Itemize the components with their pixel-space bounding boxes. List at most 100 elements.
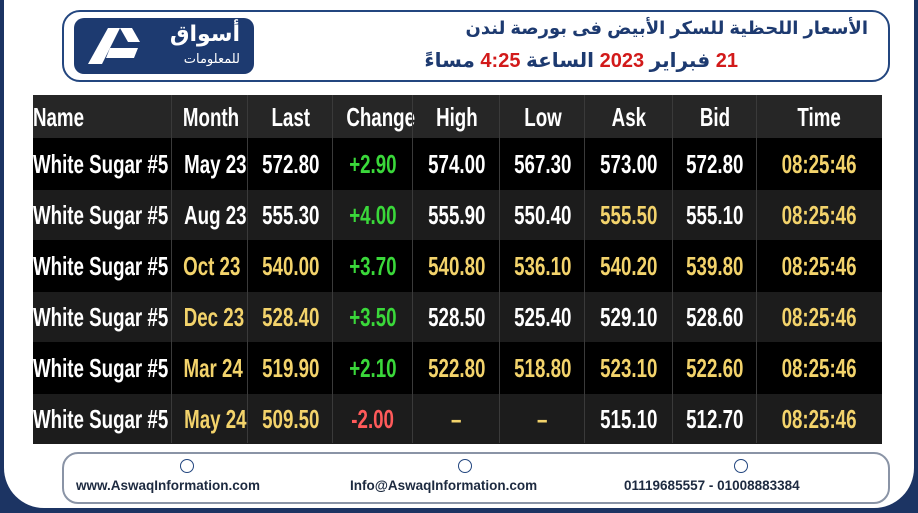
cell-text: +2.90 <box>349 149 397 179</box>
column-header: Change <box>333 92 415 142</box>
footer-box: www.AswaqInformation.com Info@AswaqInfor… <box>62 452 890 504</box>
cell-text: 515.10 <box>600 404 658 434</box>
table-cell: 522.60 <box>673 343 757 393</box>
mail-icon <box>458 459 472 473</box>
table-cell: 08:25:46 <box>757 343 882 393</box>
column-divider <box>672 95 673 443</box>
cell-text: White Sugar #5 <box>33 149 169 179</box>
table-cell: White Sugar #5 <box>33 190 172 240</box>
cell-text: Dec 23 <box>183 302 245 332</box>
table-cell: 555.30 <box>248 190 333 240</box>
logo-name: أسواق <box>169 21 240 46</box>
cell-text: – <box>537 404 548 434</box>
column-divider <box>499 95 500 443</box>
table-cell: 512.70 <box>673 394 757 444</box>
cell-text: +3.70 <box>349 251 397 281</box>
cell-text: 572.80 <box>686 149 744 179</box>
cell-text: 525.40 <box>513 302 572 332</box>
column-divider <box>171 95 172 443</box>
table-cell: 573.00 <box>585 139 673 189</box>
cell-text: 522.80 <box>427 353 486 383</box>
table-cell: 528.40 <box>248 292 333 342</box>
column-header: Ask <box>585 92 673 142</box>
table-cell: 525.40 <box>500 292 585 342</box>
column-header-text: Ask <box>611 102 647 132</box>
table-cell: – <box>500 394 585 444</box>
cell-text: 528.60 <box>686 302 744 332</box>
table-cell: Oct 23 <box>172 241 248 291</box>
logo: أسواق للمعلومات <box>74 18 254 74</box>
date-part: مساءً <box>424 50 475 72</box>
table-cell: -2.00 <box>333 394 413 444</box>
web-icon <box>180 459 194 473</box>
cell-text: 572.80 <box>261 149 320 179</box>
column-header: Name <box>33 92 172 142</box>
phone-icon <box>734 459 748 473</box>
column-header: Low <box>500 92 585 142</box>
cell-text: 512.70 <box>686 404 744 434</box>
table-cell: +3.70 <box>333 241 413 291</box>
cell-text: 08:25:46 <box>782 251 857 281</box>
date-part: 2023 <box>599 50 645 72</box>
cell-text: -2.00 <box>351 404 395 434</box>
column-header: High <box>413 92 500 142</box>
cell-text: 573.00 <box>600 149 658 179</box>
table-cell: 528.60 <box>673 292 757 342</box>
cell-text: 540.80 <box>427 251 486 281</box>
table-cell: 518.80 <box>500 343 585 393</box>
date-part: الساعة <box>526 50 595 72</box>
table-cell: Aug 23 <box>172 190 248 240</box>
cell-text: 08:25:46 <box>782 149 857 179</box>
date-part: فبراير <box>649 50 711 72</box>
table-cell: 540.80 <box>413 241 500 291</box>
column-header: Time <box>757 92 882 142</box>
cell-text: 536.10 <box>513 251 572 281</box>
cell-text: 574.00 <box>427 149 486 179</box>
cell-text: May 24 <box>184 404 247 434</box>
cell-text: +4.00 <box>349 200 397 230</box>
table-cell: 08:25:46 <box>757 292 882 342</box>
table-cell: +4.00 <box>333 190 413 240</box>
column-header-text: Name <box>33 102 84 132</box>
table-cell: 523.10 <box>585 343 673 393</box>
table-cell: 529.10 <box>585 292 673 342</box>
cell-text: +3.50 <box>349 302 397 332</box>
cell-text: 08:25:46 <box>782 302 857 332</box>
cell-text: 529.10 <box>600 302 658 332</box>
table-row <box>33 343 882 393</box>
table-cell: +2.90 <box>333 139 413 189</box>
cell-text: 509.50 <box>261 404 320 434</box>
table-cell: 08:25:46 <box>757 190 882 240</box>
cell-text: White Sugar #5 <box>33 302 169 332</box>
table-cell: +3.50 <box>333 292 413 342</box>
cell-text: Mar 24 <box>183 353 243 383</box>
table-cell: 519.90 <box>248 343 333 393</box>
logo-mark <box>88 28 140 64</box>
cell-text: 522.60 <box>686 353 744 383</box>
cell-text: 528.40 <box>261 302 320 332</box>
website: www.AswaqInformation.com <box>76 478 261 493</box>
table-cell: 08:25:46 <box>757 241 882 291</box>
cell-text: +2.10 <box>349 353 397 383</box>
cell-text: White Sugar #5 <box>33 251 169 281</box>
table-cell: 08:25:46 <box>757 394 882 444</box>
table-row <box>33 139 882 189</box>
column-header-text: Time <box>797 102 842 132</box>
cell-text: 567.30 <box>513 149 572 179</box>
cell-text: 08:25:46 <box>782 404 857 434</box>
table-cell: 528.50 <box>413 292 500 342</box>
table-cell: 08:25:46 <box>757 139 882 189</box>
column-header-text: Month <box>182 102 240 132</box>
cell-text: May 23 <box>184 149 247 179</box>
table-row <box>33 394 882 444</box>
title: الأسعار اللحظية للسكر الأبيض فى بورصة لن… <box>465 18 868 38</box>
table-cell: 574.00 <box>413 139 500 189</box>
date-part: 4:25 <box>480 50 521 72</box>
table-cell: 540.00 <box>248 241 333 291</box>
table-cell: 567.30 <box>500 139 585 189</box>
cell-text: 555.30 <box>261 200 320 230</box>
table-cell: 555.90 <box>413 190 500 240</box>
table-row <box>33 292 882 342</box>
phones: 01119685557 - 01008883384 <box>624 478 800 493</box>
